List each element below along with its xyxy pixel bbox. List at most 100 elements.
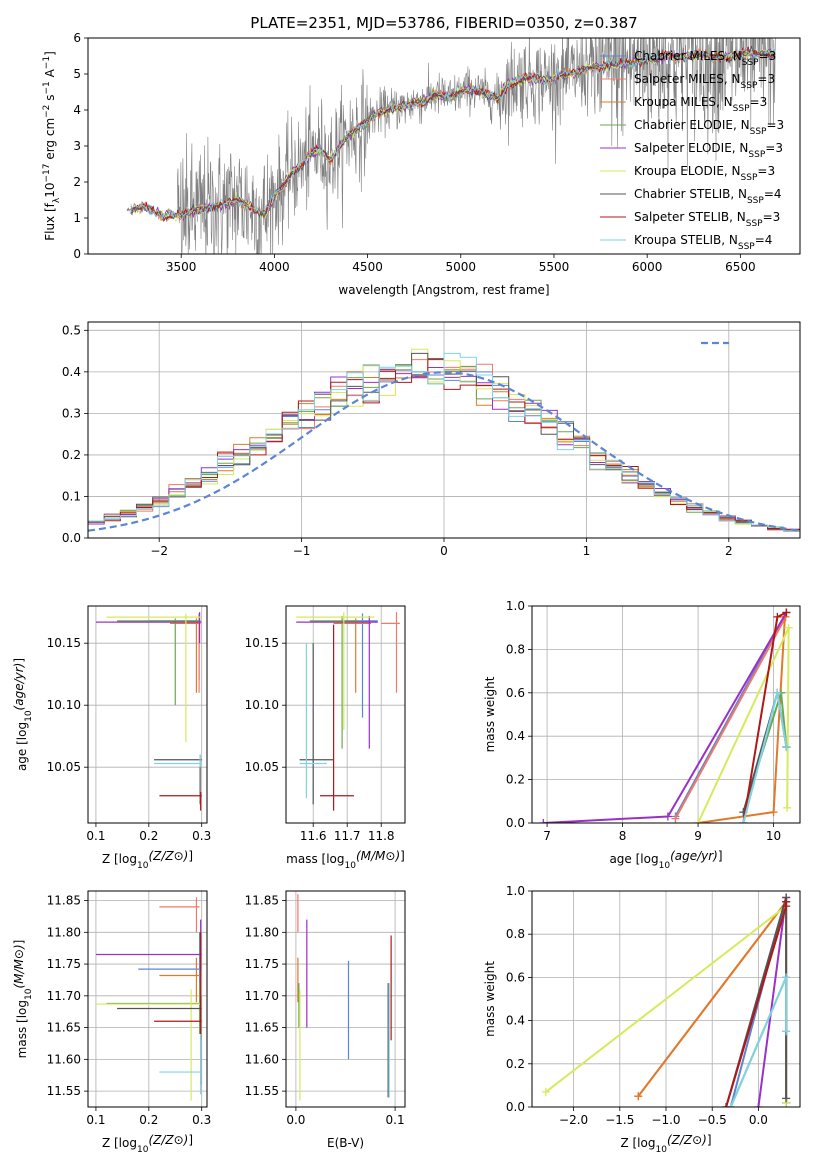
x-axis-label: E(B-V) — [327, 1136, 364, 1150]
weight-marker-8 — [782, 1027, 791, 1036]
x-tick-label: 0.2 — [139, 829, 158, 843]
axes-frame — [87, 890, 208, 1108]
weight-marker-5 — [694, 819, 703, 823]
legend-model-name: Kroupa MILES, N — [634, 95, 733, 109]
panel-spectrum: 3500 4000 4500 5000 5500 6000 6500 0 1 2 3 4 5 6 wavel… — [42, 31, 801, 297]
spectrum-model-line-8 — [130, 47, 776, 220]
y-tick-label: 0.2 — [506, 773, 525, 787]
x-tick-label: 11.6 — [300, 829, 327, 843]
weight-marker-8 — [782, 973, 791, 982]
x-tick-label: 4000 — [259, 260, 290, 274]
x-tick-label: 10 — [766, 829, 781, 843]
y-axis-label: mass weight — [483, 676, 497, 752]
x-tick-label: 11.7 — [334, 829, 361, 843]
plot-area-mass-vs-EBV — [297, 894, 392, 1101]
y-axis-label: mass weight — [483, 961, 497, 1037]
x-tick-label: 0.1 — [86, 829, 105, 843]
y-tick-label: 11.55 — [47, 1084, 81, 1098]
weight-marker-4 — [663, 812, 672, 821]
y-tick-label: 5 — [73, 67, 81, 81]
y-tick-label: 11.80 — [245, 925, 279, 939]
legend-entry-2: Kroupa MILES, NSSP=3 — [634, 95, 767, 114]
panel-mass-vs-EBV: 0.0 0.1 11.55 11.60 11.65 11.70 11.75 11.80 11.8… — [245, 890, 406, 1150]
weight-marker-8 — [782, 743, 791, 752]
x-tick-label: 0.3 — [192, 1113, 211, 1127]
y-tick-label: 0.8 — [506, 642, 525, 656]
panel-mass-weight-vs-age: 7 8 9 10 0.0 0.2 0.4 0.6 0.8 1.0 age [log10(age/yr… — [483, 599, 801, 871]
x-tick-label: 0.1 — [86, 1113, 105, 1127]
weight-marker-8 — [773, 688, 782, 697]
y-tick-label: 1 — [73, 211, 81, 225]
y-tick-label: 0.1 — [62, 489, 81, 503]
y-tick-label: 0.4 — [506, 729, 525, 743]
y-tick-label: 11.75 — [47, 957, 81, 971]
legend-entry-6: Chabrier STELIB, NSSP=4 — [634, 187, 782, 206]
y-tick-label: 1.0 — [506, 884, 525, 898]
weight-line-4 — [757, 897, 788, 1107]
x-tick-label: −1.5 — [605, 1113, 634, 1127]
plot-area-mass-weight-vs-age — [539, 608, 793, 823]
x-tick-label: −1 — [293, 544, 311, 558]
panel-residuals: −2 −1 0 1 2 0.0 0.1 0.2 0.3 0.4 0.5 — [62, 321, 801, 558]
weight-line-1 — [674, 616, 787, 820]
panel-mass-vs-Z: 0.1 0.2 0.3 11.55 11.60 11.65 11.70 11.75 11.80 1… — [12, 890, 211, 1155]
weight-marker-1 — [671, 814, 680, 823]
legend-model-name: Salpeter ELODIE, N — [634, 141, 748, 155]
legend-entry-7: Salpeter STELIB, NSSP=3 — [634, 210, 780, 229]
legend-entry-1: Salpeter MILES, NSSP=3 — [634, 72, 775, 91]
weight-marker-5 — [783, 803, 792, 812]
panel-age-vs-mass: 11.6 11.7 11.8 10.05 10.10 10.15 mass [log10(M… — [245, 605, 406, 871]
y-tick-label: 0.4 — [506, 1014, 525, 1028]
y-tick-label: 10.10 — [47, 698, 81, 712]
panel-mass-weight-vs-Z: −2.0 −1.5 −1.0 −0.5 0.0 0.0 0.2 0.4 0.6 0.8 1.0 Z [… — [483, 884, 801, 1155]
y-tick-label: 0.6 — [506, 686, 525, 700]
x-tick-label: −2 — [150, 544, 168, 558]
y-tick-label: 11.70 — [47, 989, 81, 1003]
panel-age-vs-Z: 0.1 0.2 0.3 10.05 10.10 10.15 Z [log10(Z/Z⊙)] a… — [12, 605, 211, 871]
spectrum-legend: Chabrier MILES, NSSP=3 Salpeter MILES, NS… — [600, 49, 784, 252]
y-tick-label: 10.15 — [245, 636, 279, 650]
weight-marker-8 — [739, 819, 748, 823]
x-axis-label: Z [log10(Z/Z⊙)] — [102, 849, 193, 871]
y-tick-label: 0.4 — [62, 365, 81, 379]
x-tick-label: 0.3 — [192, 829, 211, 843]
weight-marker-8 — [726, 1103, 735, 1107]
x-axis-label: Z [log10(Z/Z⊙)] — [620, 1133, 711, 1155]
y-axis-label: mass [log10(M/M⊙)] — [12, 940, 34, 1059]
y-axis-label: Flux [fλ10−17 erg cm−2 s−1 A−1] — [42, 51, 62, 241]
plot-area-age-vs-Z — [95, 612, 202, 811]
legend-entry-0: Chabrier MILES, NSSP=3 — [634, 49, 776, 68]
y-tick-label: 0.2 — [506, 1057, 525, 1071]
y-tick-label: 0.2 — [62, 448, 81, 462]
legend-entry-4: Salpeter ELODIE, NSSP=3 — [634, 141, 783, 160]
y-tick-label: 0.0 — [506, 816, 525, 830]
y-tick-label: 0 — [73, 247, 81, 261]
y-tick-label: 11.65 — [47, 1021, 81, 1035]
y-tick-label: 1.0 — [506, 599, 525, 613]
weight-line-0 — [674, 612, 788, 817]
x-tick-label: 7 — [543, 829, 551, 843]
x-axis-label: Z [log10(Z/Z⊙)] — [102, 1133, 193, 1155]
x-tick-label: 9 — [694, 829, 702, 843]
weight-marker-4 — [754, 1103, 763, 1107]
x-tick-label: 6500 — [725, 260, 756, 274]
x-tick-label: −2.0 — [559, 1113, 588, 1127]
weight-marker-6 — [782, 1094, 791, 1103]
legend-entry-3: Chabrier ELODIE, NSSP=3 — [634, 118, 784, 137]
y-tick-label: 11.80 — [47, 925, 81, 939]
y-tick-label: 0.0 — [506, 1100, 525, 1114]
figure-title: PLATE=2351, MJD=53786, FIBERID=0350, z=0… — [250, 14, 637, 32]
y-tick-label: 10.10 — [245, 698, 279, 712]
weight-marker-7 — [782, 897, 791, 906]
x-tick-label: 4500 — [352, 260, 383, 274]
axes-frame — [531, 605, 801, 824]
y-tick-label: 11.60 — [245, 1052, 279, 1066]
legend-model-name: Salpeter STELIB, N — [634, 210, 746, 224]
weight-marker-5 — [541, 1087, 550, 1096]
axes-frame — [285, 890, 406, 1108]
y-tick-label: 10.05 — [47, 760, 81, 774]
plot-area-age-vs-mass — [296, 612, 400, 811]
spectrum-data-line — [126, 38, 776, 254]
y-tick-label: 6 — [73, 31, 81, 45]
